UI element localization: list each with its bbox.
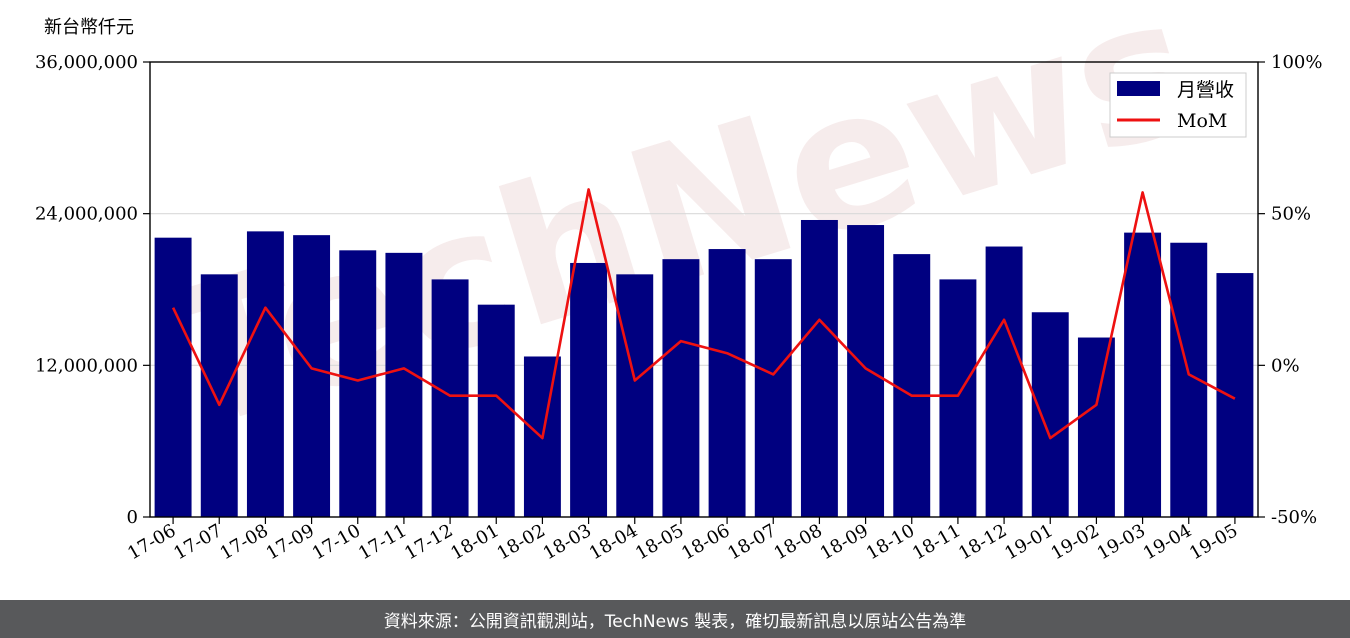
bar-18-10: [893, 254, 931, 517]
grid-lines: [150, 213, 1258, 366]
mom-series: [171, 188, 1236, 440]
legend-label-revenue: 月營收: [1177, 79, 1234, 101]
x-tick-label: 17-09: [263, 520, 318, 564]
bar-19-05: [1216, 273, 1254, 517]
bar-18-01: [477, 304, 515, 517]
plot-frame: [149, 61, 1259, 518]
bar-18-06: [708, 249, 746, 518]
chart-canvas: TechNews 新台幣仟元 012,000,00024,000,00036,0…: [35, 0, 1323, 564]
x-tick-label: 18-12: [955, 520, 1010, 564]
x-tick-label: 18-04: [586, 520, 641, 564]
bar-17-07: [200, 274, 238, 517]
right-tick-label: 100%: [1271, 52, 1322, 73]
bar-series: [154, 219, 1254, 518]
x-tick-label: 18-09: [817, 520, 872, 564]
x-tick-label: 19-02: [1047, 520, 1102, 564]
bar-17-06: [154, 237, 192, 518]
x-tick-label: 17-11: [355, 520, 410, 564]
x-tick-label: 18-05: [632, 520, 687, 564]
left-axis-unit-label: 新台幣仟元: [44, 17, 134, 38]
x-tick-label: 18-08: [770, 520, 825, 564]
left-tick-label: 36,000,000: [35, 52, 138, 73]
x-tick-label: 17-10: [309, 520, 364, 564]
x-tick-label: 18-10: [863, 520, 918, 564]
right-tick-label: 50%: [1271, 204, 1311, 225]
left-tick-label: 0: [127, 507, 138, 528]
source-footer: 資料來源：公開資訊觀測站，TechNews 製表，確切最新訊息以原站公告為準: [0, 600, 1350, 638]
right-tick-label: 0%: [1271, 355, 1300, 376]
bar-18-09: [847, 225, 885, 517]
x-tick-label: 18-01: [447, 520, 502, 564]
right-tick-label: -50%: [1271, 507, 1317, 528]
legend: 月營收 MoM: [1109, 72, 1247, 138]
x-tick-label: 19-03: [1094, 520, 1149, 564]
x-tick-label: 17-12: [401, 520, 456, 564]
x-tick-label: 17-07: [170, 520, 225, 564]
x-tick-label: 18-03: [540, 520, 595, 564]
bar-18-12: [985, 246, 1023, 517]
bar-17-12: [431, 279, 469, 517]
left-tick-label: 12,000,000: [35, 355, 138, 376]
mom-line: [171, 188, 1236, 440]
bar-19-01: [1031, 312, 1069, 517]
x-tick-label: 19-05: [1186, 520, 1241, 564]
x-tick-label: 19-04: [1140, 520, 1195, 564]
bar-19-02: [1077, 337, 1115, 517]
bar-18-11: [939, 279, 977, 517]
bar-18-03: [570, 262, 608, 517]
bar-17-09: [293, 235, 331, 517]
x-tick-label: 18-02: [493, 520, 548, 564]
bar-19-03: [1124, 232, 1162, 517]
x-tick-label: 18-11: [909, 520, 964, 564]
legend-swatch-revenue: [1117, 81, 1160, 96]
legend-label-mom: MoM: [1177, 110, 1227, 132]
bar-18-08: [800, 219, 838, 517]
x-tick-label: 18-06: [678, 520, 733, 564]
x-tick-label: 19-01: [1001, 520, 1056, 564]
bar-17-10: [339, 250, 377, 517]
bar-18-07: [754, 259, 792, 517]
left-tick-label: 24,000,000: [35, 204, 138, 225]
bar-18-05: [662, 259, 700, 517]
bar-17-11: [385, 252, 423, 517]
bar-18-04: [616, 274, 654, 517]
bar-17-08: [246, 231, 284, 517]
x-tick-label: 18-07: [724, 520, 779, 564]
x-tick-label: 17-08: [216, 520, 271, 564]
